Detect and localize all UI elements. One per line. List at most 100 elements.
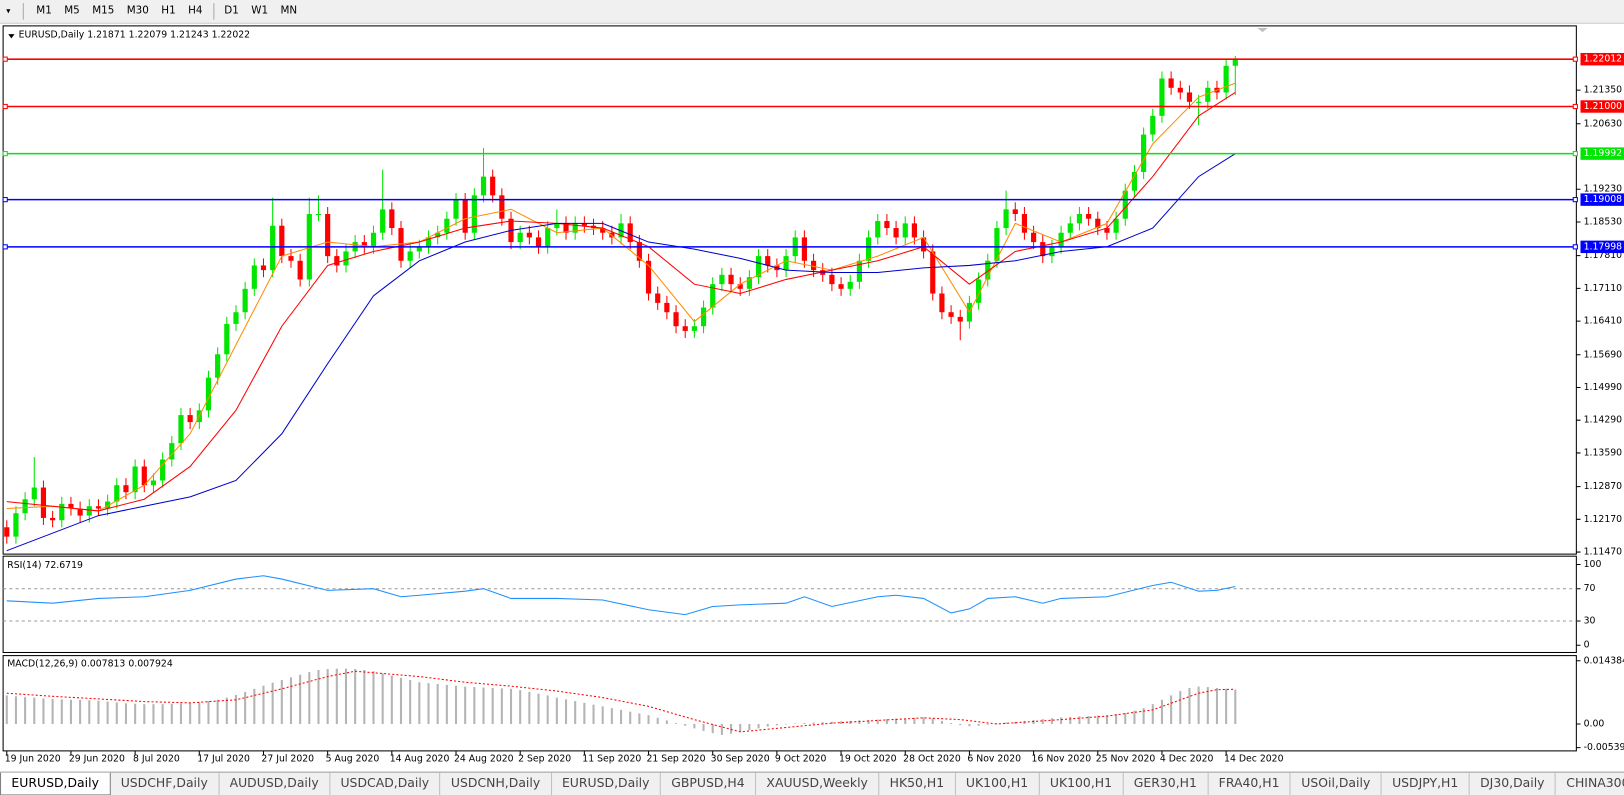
panel-frame [2,655,1577,752]
timeframe-button[interactable]: M1 [36,5,52,17]
macd-bar [33,697,36,724]
candle-body [902,223,908,238]
timeframe-button[interactable]: M15 [92,5,115,17]
y-tick-label: 1.12170 [1584,514,1623,525]
price-label-box [1580,100,1624,113]
macd-bar [665,720,668,724]
chart-tab[interactable]: USDCHF,Daily [110,772,220,795]
macd-bar [134,703,137,724]
macd-bar [271,682,274,724]
macd-bar [537,693,540,724]
timeframe-button[interactable]: MN [280,5,298,17]
y-tick-label: -0.005396 [1584,742,1624,753]
candle-body [1021,214,1028,233]
candle-body [682,326,688,331]
candle-body [572,223,578,233]
macd-bar [427,683,430,724]
chart-tab[interactable]: EURUSD,Daily [552,772,661,795]
timeframe-button[interactable]: D1 [224,5,239,17]
macd-bar [1133,710,1136,724]
chart-tab[interactable]: GBPUSD,H4 [661,772,757,795]
timeframe-button[interactable]: H1 [161,5,176,17]
candle-body [132,466,138,493]
toolbar-menu[interactable]: ▾ [6,6,11,16]
chart-tab[interactable]: AUDUSD,Daily [219,772,331,795]
macd-bar [390,675,393,724]
chart-tab[interactable]: USDCNH,Daily [441,772,552,795]
macd-bar [592,704,595,724]
macd-bar [610,708,613,724]
y-tick-label: 1.19230 [1584,184,1623,195]
macd-bar [1069,716,1072,724]
candle-body [416,246,422,252]
macd-bar [940,720,943,724]
candle-body [343,251,349,266]
macd-title: MACD(12,26,9) 0.007813 0.007924 [7,658,173,669]
line-handle [1572,56,1578,62]
macd-bar [464,686,467,724]
y-tick-label: 1.15690 [1584,349,1623,360]
macd-bar [115,702,118,724]
macd-bar [1005,722,1008,724]
candle-body [279,225,285,257]
macd-bar [473,687,476,724]
candle-body [123,485,129,493]
chart-tab[interactable]: CHINA300,H1 [1556,773,1624,795]
candle-body [315,214,322,216]
x-tick-label: 4 Dec 2020 [1160,754,1214,765]
chart-tab[interactable]: UK100,H1 [1039,772,1124,795]
candle-body [1095,218,1101,229]
candle-body [875,221,881,238]
macd-bar [216,699,219,724]
timeframe-button[interactable]: H4 [188,5,203,17]
macd-bar [1087,716,1090,724]
timeframe-button[interactable]: W1 [251,5,269,17]
chart-title: EURUSD,Daily 1.21871 1.22079 1.21243 1.2… [19,30,250,41]
candle-body [581,223,587,226]
chart-tab[interactable]: HK50,H1 [879,772,956,795]
macd-bar [317,669,320,724]
y-tick-label: 0.014384 [1584,655,1624,666]
x-tick-label: 24 Aug 2020 [454,754,514,765]
candle-body [1159,78,1165,116]
x-tick-label: 19 Jun 2020 [5,754,61,765]
candle-body [141,466,147,486]
candle-body [1058,232,1064,247]
y-tick-label: 1.16410 [1584,316,1623,327]
candle-body [985,260,991,280]
macd-bar [5,695,8,724]
chart-tab[interactable]: DJ30,Daily [1470,772,1556,795]
macd-bar [867,720,870,724]
x-tick-label: 16 Nov 2020 [1032,754,1092,765]
macd-bar [986,723,989,725]
timeframe-button[interactable]: M30 [126,5,149,17]
candle-body [224,323,230,355]
chart-tab[interactable]: FRA40,H1 [1208,772,1291,795]
chart-tab[interactable]: USDCAD,Daily [330,772,441,795]
candle-body [105,501,111,509]
candle-body [150,480,157,486]
chart-tab[interactable]: XAUUSD,Weekly [756,772,880,795]
chart-tab[interactable]: USDJPY,H1 [1382,772,1470,795]
macd-bar [409,680,412,724]
candle-body [948,312,954,317]
candle-body [939,293,945,313]
chart-tab[interactable]: USOil,Daily [1291,772,1382,795]
candle-body [114,485,120,502]
candle-body [636,242,642,261]
macd-bar [1115,714,1118,724]
macd-bar [69,699,72,724]
macd-bar [519,690,522,724]
timeframe-button[interactable]: M5 [64,5,80,17]
candle-body [499,195,505,219]
macd-bar [739,723,742,732]
chart-tab[interactable]: GER30,H1 [1123,772,1209,795]
chart-tab[interactable]: UK100,H1 [956,772,1040,795]
macd-bar [775,723,778,726]
candle-body [425,237,432,247]
chart-tab[interactable]: EURUSD,Daily [0,772,111,795]
macd-bar [711,723,714,734]
candle-body [737,284,743,289]
candle-body [838,284,844,289]
